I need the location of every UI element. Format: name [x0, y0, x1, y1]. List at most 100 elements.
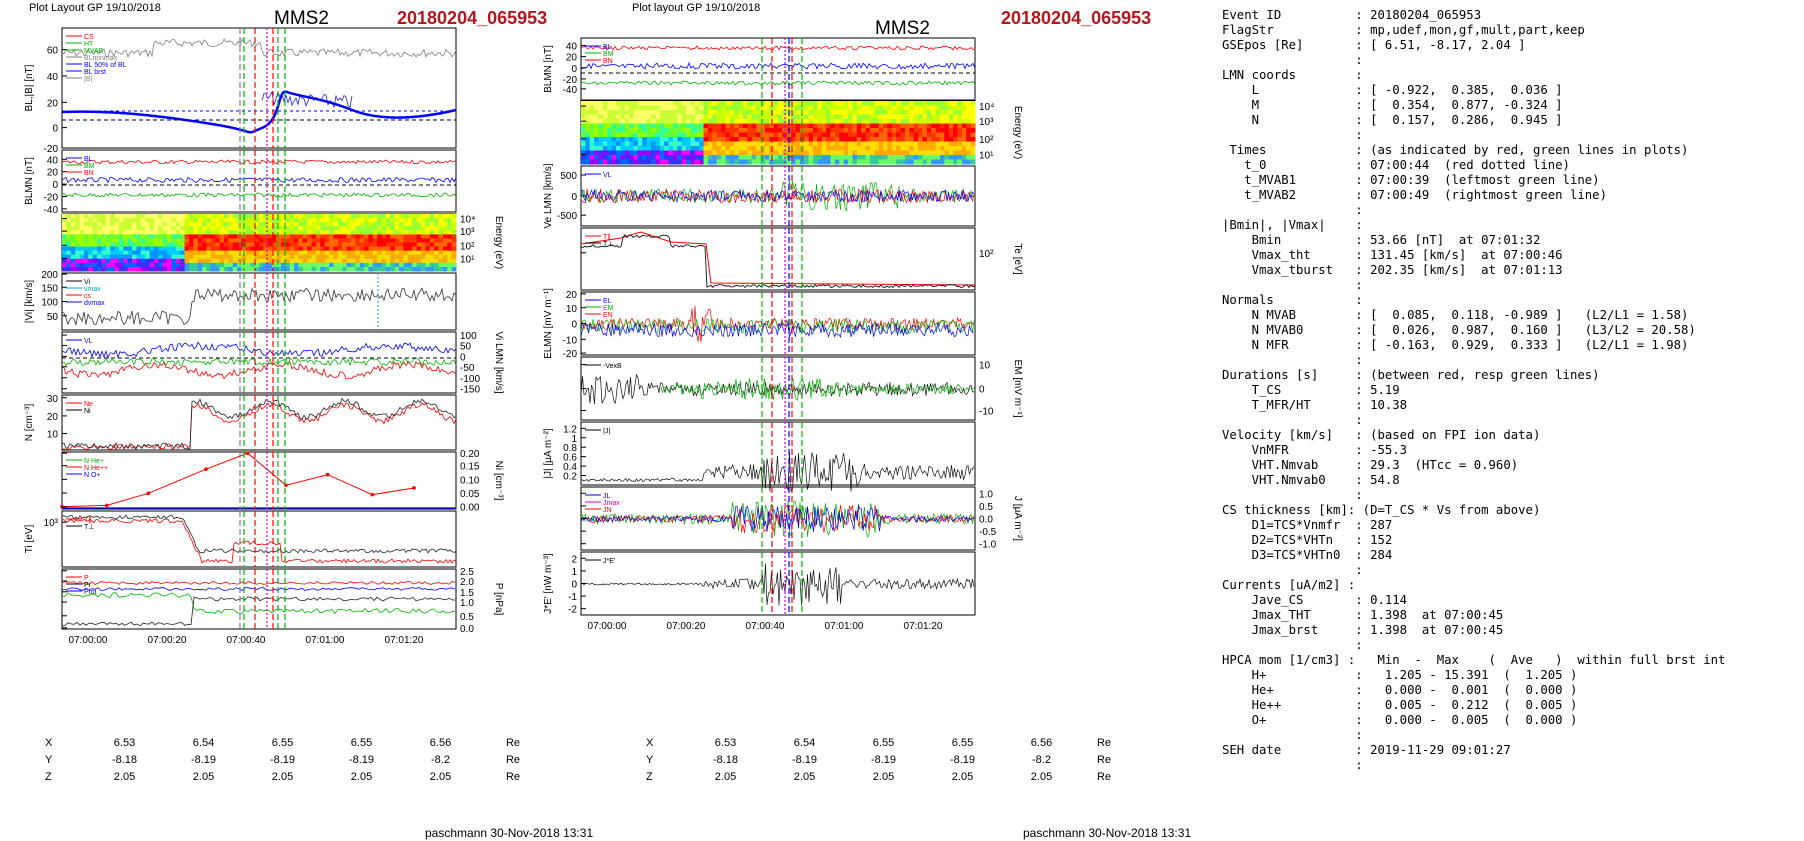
spectrogram-cell — [690, 114, 696, 120]
spectrogram-cell — [127, 266, 133, 272]
position-row: Z 2.05 2.05 2.05 2.05 2.05 Re — [45, 768, 520, 785]
spectrogram-cell — [918, 159, 923, 165]
spectrogram-cell — [734, 137, 740, 142]
ptot-series — [62, 587, 456, 591]
spectrogram-cell — [158, 238, 164, 243]
spectrogram-cell — [210, 246, 216, 252]
spectrogram-cell — [92, 238, 98, 243]
spectrogram-cell — [865, 150, 871, 156]
spectrogram-cell — [721, 119, 726, 124]
spectrogram-cell — [602, 114, 608, 120]
spectrogram-cell — [136, 250, 142, 256]
spectrogram-cell — [826, 119, 832, 124]
spectrogram-cell — [232, 262, 238, 268]
spectrogram-cell — [276, 242, 282, 248]
spectrogram-cell — [878, 150, 884, 156]
spectrogram-cell — [267, 246, 273, 252]
y-tick-label: 0.00 — [460, 503, 480, 514]
info-line: H+ : 1.205 - 15.391 ( 1.205 ) — [1222, 668, 1578, 682]
vl-series — [61, 341, 457, 359]
spectrogram-cell — [114, 246, 120, 252]
spectrogram-cell — [620, 105, 626, 111]
spectrogram-cell — [874, 137, 880, 142]
spectrogram-cell — [315, 258, 321, 264]
spectrogram-cell — [175, 214, 181, 219]
spectrogram-cell — [856, 101, 862, 106]
spectrogram-cell — [926, 137, 932, 142]
spectrogram-cell — [808, 132, 814, 138]
spectrogram-cell — [420, 250, 426, 256]
spectrogram-cell — [92, 262, 98, 268]
spectrogram-cell — [88, 238, 94, 243]
spectrogram-cell — [127, 226, 133, 231]
spectrogram-cell — [922, 128, 928, 133]
spectrogram-cell — [804, 150, 810, 156]
spectrogram-cell — [425, 266, 431, 272]
spectrogram-cell — [939, 101, 945, 106]
spectrogram-cell — [97, 258, 102, 264]
left-event-title: 20180204_065953 — [397, 8, 548, 28]
spectrogram-cell — [629, 155, 635, 160]
spectrogram-cell — [778, 123, 783, 129]
spectrogram-cell — [721, 150, 726, 156]
spectrogram-cell — [594, 123, 600, 129]
spectrogram-cell — [206, 242, 212, 248]
info-line: O+ : 0.000 - 0.005 ( 0.000 ) — [1222, 713, 1578, 727]
spectrogram-cell — [935, 110, 941, 115]
spectrogram-cell — [891, 105, 897, 111]
spectrogram-cell — [114, 234, 120, 239]
spectrogram-cell — [302, 262, 308, 268]
spectrogram-cell — [324, 262, 330, 268]
spectrogram-cell — [607, 155, 613, 160]
spectrogram-cell — [799, 123, 805, 129]
spectrogram-cell — [307, 246, 313, 252]
spectrogram-cell — [368, 242, 374, 248]
spectrogram-cell — [791, 119, 797, 124]
spectrogram-cell — [350, 250, 356, 256]
spectrogram-cell — [602, 101, 608, 106]
spectrogram-cell — [298, 250, 304, 256]
spectrogram-cell — [210, 262, 216, 268]
spectrogram-cell — [642, 123, 648, 129]
spectrogram-cell — [263, 266, 269, 272]
spectrogram-cell — [223, 234, 229, 239]
spectrogram-cell — [589, 110, 595, 115]
spectrogram-cell — [429, 266, 435, 272]
spectrogram-cell — [434, 242, 439, 248]
spectrogram-cell — [826, 137, 832, 142]
legend-entry: EN — [603, 312, 613, 319]
spectrogram-cell — [324, 238, 330, 243]
spectrogram-cell — [377, 234, 383, 239]
spectrogram-cell — [589, 150, 595, 156]
y-tick-label: 10³ — [44, 518, 59, 529]
spectrogram-cell — [403, 234, 409, 239]
spectrogram-cell — [909, 146, 915, 151]
spectrogram-cell — [664, 119, 670, 124]
spectrogram-cell — [407, 226, 413, 231]
spectrogram-cell — [637, 101, 643, 106]
spectrogram-cell — [364, 222, 369, 227]
spectrogram-cell — [795, 123, 801, 129]
spectrogram-cell — [813, 114, 818, 120]
spectrogram-cell — [180, 234, 186, 239]
spectrogram-cell — [407, 250, 413, 256]
spectrogram-cell — [197, 214, 203, 219]
spectrogram-cell — [425, 250, 431, 256]
spectrogram-cell — [425, 242, 431, 248]
spectrogram-cell — [434, 258, 439, 264]
spectrogram-cell — [681, 155, 687, 160]
spectrogram-cell — [447, 226, 453, 231]
spectrogram-cell — [97, 218, 102, 223]
spectrogram-cell — [123, 226, 129, 231]
spectrogram-cell — [223, 226, 229, 231]
spectrogram-cell — [751, 132, 757, 138]
spectrogram-cell — [223, 266, 229, 272]
spectrogram-cell — [377, 230, 383, 235]
spectrogram-cell — [333, 230, 339, 235]
spectrogram-cell — [734, 110, 740, 115]
spectrogram-cell — [918, 141, 923, 147]
spectrogram-cell — [285, 262, 291, 268]
spectrogram-cell — [834, 141, 840, 147]
spectrogram-cell — [280, 230, 286, 235]
spectrogram-cell — [637, 123, 643, 129]
